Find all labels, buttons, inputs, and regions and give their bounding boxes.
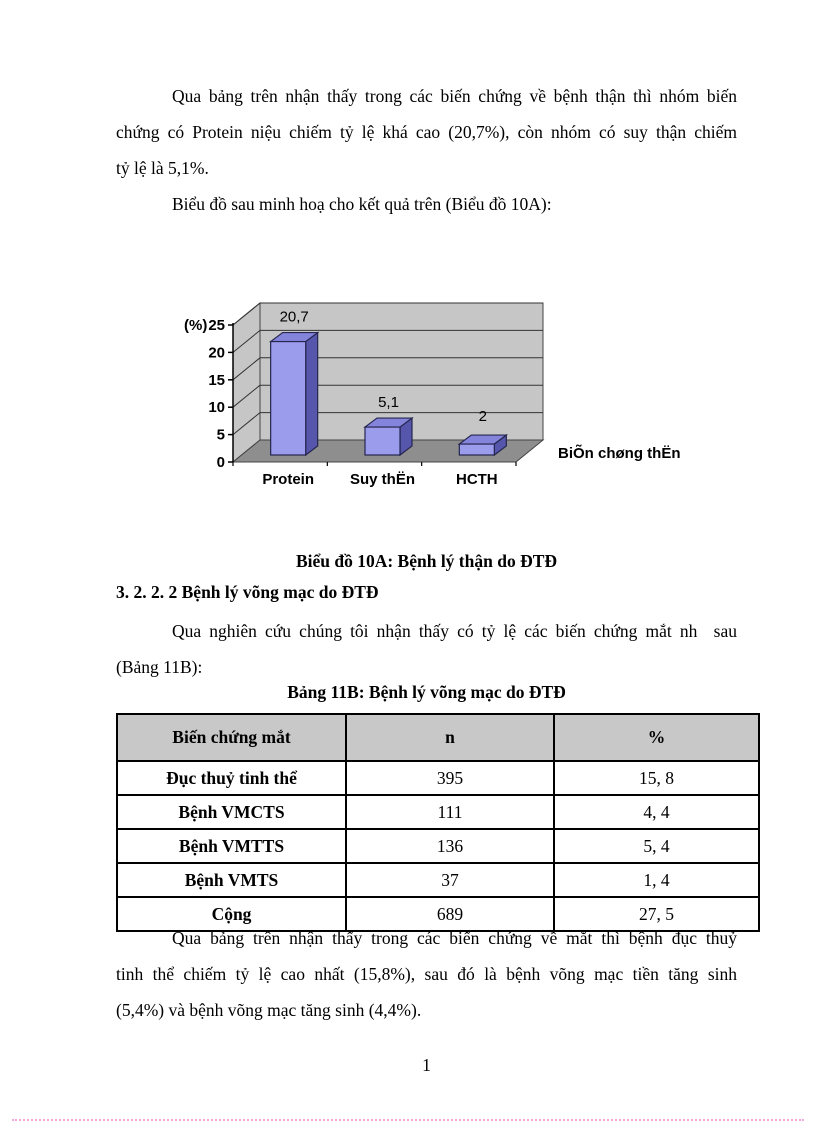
text-line: chứng có Protein niệu chiếm tỷ lệ khá ca… bbox=[116, 122, 737, 142]
chart-value-label: 20,7 bbox=[280, 309, 309, 326]
table-total-row: Cộng 689 27, 5 bbox=[116, 896, 760, 932]
bar-front-face bbox=[270, 340, 307, 456]
cell-label: Bệnh VMTS bbox=[116, 862, 347, 898]
paragraph-eye-summary: Qua bảng trên nhận thấy trong các biến c… bbox=[116, 920, 737, 1028]
chart-y-tick-label: 10 bbox=[208, 399, 225, 416]
text-line: Qua bảng trên nhận thấy trong các biến c… bbox=[172, 86, 737, 106]
cell-n: 136 bbox=[345, 828, 555, 864]
chart-category-label: Suy thËn bbox=[350, 471, 415, 488]
bar-side-face bbox=[305, 331, 319, 457]
cell-percent: 15, 8 bbox=[553, 760, 760, 796]
chart-y-tick-label: 20 bbox=[208, 344, 225, 361]
text-line: (5,4%) và bệnh võng mạc tăng sinh (4,4%)… bbox=[116, 1000, 422, 1020]
bar-chart: 0 5 10 15 20 25 (%) 20,7 Protein 5,1 Suy thËn 2 HCTH… bbox=[183, 293, 693, 508]
text-line: Biểu đồ sau minh hoạ cho kết quả trên (B… bbox=[172, 194, 552, 214]
column-header-n: n bbox=[345, 713, 555, 762]
cell-label: Bệnh VMTTS bbox=[116, 828, 347, 864]
cell-n: 689 bbox=[345, 896, 555, 932]
cell-n: 37 bbox=[345, 862, 555, 898]
chart-caption: Biểu đồ 10A: Bệnh lý thận do ĐTĐ bbox=[295, 551, 558, 571]
bar-chart-svg: 0 5 10 15 20 25(%) 20,7 Protein 5,1 Suy thËn 2 HCTH… bbox=[184, 301, 680, 488]
cell-percent: 27, 5 bbox=[553, 896, 760, 932]
column-header-percent: % bbox=[553, 713, 760, 762]
chart-y-tick-label: 25 bbox=[208, 317, 225, 334]
cell-n: 111 bbox=[345, 794, 555, 830]
chart-x-axis-title: BiÕn chøng thËn bbox=[558, 444, 680, 462]
cell-percent: 1, 4 bbox=[553, 862, 760, 898]
chart-gridline bbox=[232, 302, 261, 326]
chart-value-label: 5,1 bbox=[378, 394, 399, 411]
cell-label: Đục thuỷ tinh thể bbox=[116, 760, 347, 796]
table-header-row: Biến chứng mắt n % bbox=[116, 713, 760, 762]
bar-front-face bbox=[364, 426, 401, 456]
chart-gridline bbox=[232, 412, 261, 435]
table-row: Đục thuỷ tinh thể 395 15, 8 bbox=[116, 760, 760, 796]
chart-side-wall bbox=[232, 301, 261, 464]
chart-gridline bbox=[232, 384, 261, 408]
chart-category-label: Protein bbox=[262, 471, 314, 488]
text-line: Qua nghiên cứu chúng tôi nhận thấy có tỷ… bbox=[172, 621, 737, 641]
page-number: 1 bbox=[422, 1055, 431, 1075]
chart-y-axis-title: (%) bbox=[184, 317, 207, 334]
cell-label: Cộng bbox=[116, 896, 347, 932]
chart-value-label: 2 bbox=[479, 408, 487, 425]
chart-y-tick-label: 5 bbox=[217, 427, 225, 444]
text-line: tinh thể chiếm tỷ lệ cao nhất (15,8%), s… bbox=[116, 964, 737, 984]
page-bottom-dotted-line bbox=[12, 1119, 804, 1121]
section-heading: 3. 2. 2. 2 Bệnh lý võng mạc do ĐTĐ bbox=[116, 582, 379, 602]
chart-y-tick-label: 15 bbox=[208, 372, 225, 389]
cell-percent: 5, 4 bbox=[553, 828, 760, 864]
text-line: Qua bảng trên nhận thấy trong các biến c… bbox=[172, 928, 737, 948]
eye-complications-table: Biến chứng mắt n % Đục thuỷ tinh thể 395… bbox=[116, 713, 760, 932]
column-header-complication: Biến chứng mắt bbox=[116, 713, 347, 762]
chart-gridline bbox=[232, 330, 261, 353]
table-row: Bệnh VMTS 37 1, 4 bbox=[116, 862, 760, 898]
table-row: Bệnh VMTTS 136 5, 4 bbox=[116, 828, 760, 864]
cell-percent: 4, 4 bbox=[553, 794, 760, 830]
chart-category-label: HCTH bbox=[456, 471, 498, 488]
paragraph-kidney-complications: Qua bảng trên nhận thấy trong các biến c… bbox=[116, 78, 737, 222]
cell-label: Bệnh VMCTS bbox=[116, 794, 347, 830]
bar-front-face bbox=[458, 443, 495, 456]
table-row: Bệnh VMCTS 111 4, 4 bbox=[116, 794, 760, 830]
cell-n: 395 bbox=[345, 760, 555, 796]
chart-y-tick-label: 0 bbox=[217, 454, 225, 471]
chart-gridline bbox=[232, 357, 261, 381]
text-line: tỷ lệ là 5,1%. bbox=[116, 158, 209, 178]
table-caption: Bảng 11B: Bệnh lý võng mạc do ĐTĐ bbox=[287, 682, 566, 702]
paragraph-eye-complications: Qua nghiên cứu chúng tôi nhận thấy có tỷ… bbox=[116, 613, 737, 685]
text-line: (Bảng 11B): bbox=[116, 657, 203, 677]
